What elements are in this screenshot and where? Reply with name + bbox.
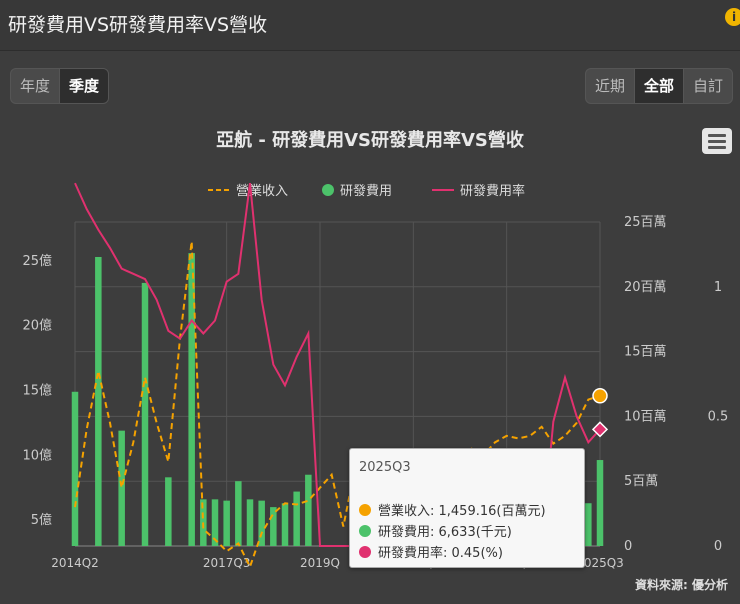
rd-expense-bar — [141, 282, 149, 546]
rd-expense-bar — [118, 430, 125, 546]
y-left-tick-label: 20億 — [22, 318, 52, 334]
y-ratio-tick-label: 0.5 — [708, 409, 729, 424]
rd-expense-bar — [281, 503, 289, 546]
y-right-tick-label: 5百萬 — [624, 474, 658, 489]
y-right-tick-label: 25百萬 — [624, 215, 667, 230]
x-tick-label: 2014Q2 — [51, 556, 99, 570]
page-title: 研發費用VS研發費用率VS營收 — [8, 14, 268, 36]
y-right-tick-label: 0 — [624, 539, 632, 554]
rd-expense-bar — [95, 256, 102, 546]
rd-expense-bar — [305, 474, 312, 546]
tooltip-header: 2025Q3 — [359, 460, 411, 475]
rd-expense-bar — [246, 499, 254, 546]
range-toggle: 近期 全部 自訂 — [585, 68, 734, 104]
hamburger-line — [708, 146, 726, 149]
revenue-line — [74, 241, 601, 570]
tooltip-row-revenue: 營業收入: 1,459.16(百萬元) — [359, 500, 546, 519]
tooltip-row-rd-expense: 研發費用: 6,633(千元) — [359, 521, 512, 540]
circle-icon — [322, 183, 334, 196]
rd-expense-bar — [270, 507, 277, 546]
rd-expense-bar — [71, 391, 79, 546]
period-toggle: 年度 季度 — [10, 68, 110, 104]
x-tick-label: 2025Q3 — [576, 556, 624, 570]
rd-ratio-point-marker — [591, 421, 609, 438]
y-left-tick-label: 5億 — [31, 512, 52, 528]
rd-expense-bar — [165, 477, 172, 546]
rd-expense-bar — [258, 500, 265, 546]
tooltip-value: 營業收入: 1,459.16(百萬元) — [378, 504, 546, 519]
x-tick-label: 2017Q3 — [203, 556, 251, 570]
tooltip-value: 研發費用: 6,633(千元) — [378, 525, 512, 540]
circle-icon — [359, 524, 371, 537]
legend-label: 研發費用率 — [460, 184, 526, 199]
dash-line-icon — [208, 188, 230, 191]
y-left-tick-label: 10億 — [22, 447, 52, 463]
y-right-tick-label: 20百萬 — [624, 280, 667, 295]
x-tick-label: 2019Q — [300, 556, 340, 570]
rd-expense-bar — [188, 253, 195, 546]
y-ratio-tick-label: 0 — [714, 539, 722, 554]
tab-annual[interactable]: 年度 — [20, 77, 51, 95]
y-right-tick-label: 15百萬 — [624, 345, 667, 360]
range-recent[interactable]: 近期 — [595, 77, 626, 95]
rd-expense-bar — [235, 481, 242, 546]
circle-icon — [359, 503, 371, 516]
chart-menu-button[interactable] — [702, 128, 732, 154]
header-bar: 研發費用VS研發費用率VS營收 i — [0, 0, 740, 51]
legend-rd-ratio[interactable]: 研發費用率 — [432, 180, 525, 199]
revenue-point-marker — [592, 388, 608, 404]
y-right-tick-label: 10百萬 — [624, 409, 667, 424]
y-ratio-tick-label: 1 — [714, 280, 722, 295]
tooltip-row-rd-ratio: 研發費用率: 0.45(%) — [359, 542, 503, 561]
range-all[interactable]: 全部 — [634, 69, 684, 103]
range-custom[interactable]: 自訂 — [683, 69, 732, 103]
rd-expense-bar — [596, 460, 604, 546]
chart-tooltip: 2025Q3 營業收入: 1,459.16(百萬元) 研發費用: 6,633(千… — [349, 448, 585, 568]
legend-rd-expense[interactable]: 研發費用 — [322, 180, 392, 199]
hamburger-line — [708, 140, 726, 143]
rd-expense-bar — [211, 499, 219, 546]
chart-title: 亞航 - 研發費用VS研發費用率VS營收 — [216, 130, 524, 151]
rd-expense-bar — [293, 491, 300, 546]
rd-expense-bar — [223, 500, 230, 546]
legend-label: 研發費用 — [340, 184, 393, 199]
info-icon[interactable]: i — [725, 8, 740, 26]
circle-icon — [359, 545, 371, 558]
y-left-tick-label: 25億 — [22, 253, 52, 269]
line-icon — [432, 188, 454, 191]
tooltip-value: 研發費用率: 0.45(%) — [378, 546, 503, 561]
hamburger-icon — [708, 134, 726, 137]
tab-quarterly[interactable]: 季度 — [59, 69, 109, 103]
source-note: 資料來源: 優分析 — [635, 578, 728, 592]
rd-expense-bar — [585, 503, 592, 546]
y-left-tick-label: 15億 — [22, 382, 52, 398]
